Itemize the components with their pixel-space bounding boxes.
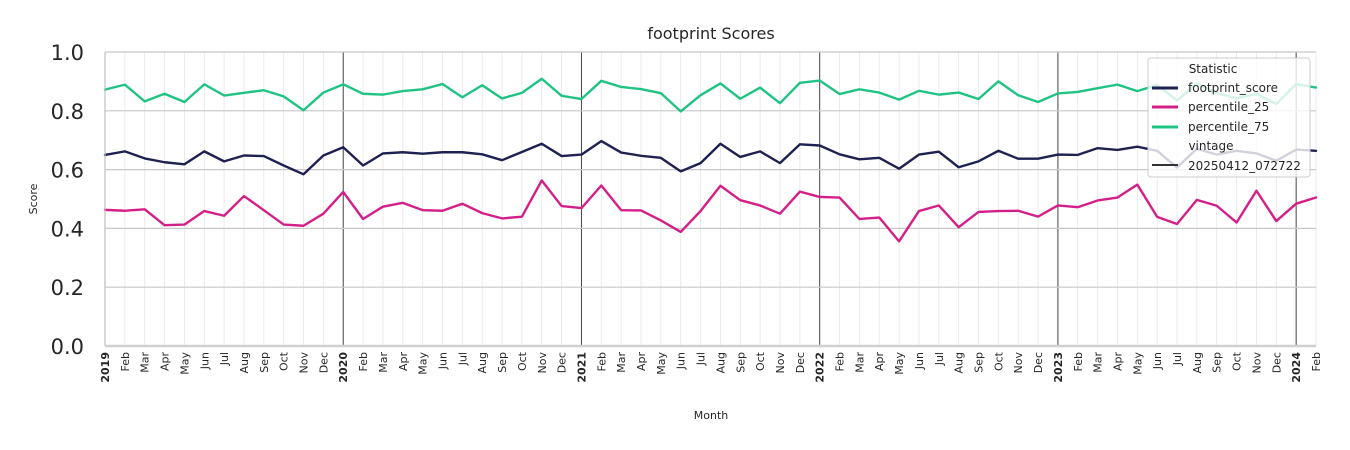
x-tick-label: Dec	[1032, 352, 1045, 373]
x-tick-label: Jun	[913, 352, 926, 370]
series-lines	[103, 77, 1318, 243]
x-tick-label: Aug	[1191, 352, 1204, 373]
x-tick-label: Dec	[1270, 352, 1283, 373]
legend: Statistic footprint_score percentile_25 …	[1147, 57, 1311, 178]
x-tick-label: Oct	[516, 351, 529, 371]
x-tick-label: 2020	[337, 352, 350, 383]
x-tick-label: Jul	[218, 352, 231, 366]
x-tick-label: Sep	[258, 352, 271, 373]
legend-box	[1147, 57, 1311, 178]
x-tick-label: Feb	[834, 352, 847, 371]
x-tick-label: Dec	[556, 352, 569, 373]
x-tick-label: Jul	[695, 352, 708, 366]
chart-title: footprint Scores	[647, 24, 774, 43]
legend-label-percentile-25: percentile_25	[1188, 100, 1269, 114]
x-tick-label: Jun	[198, 352, 211, 370]
x-tick-label: May	[655, 352, 668, 375]
x-tick-label: Aug	[953, 352, 966, 373]
legend-title: Statistic	[1189, 62, 1238, 76]
x-tick-label: Jul	[456, 352, 469, 366]
x-tick-label: Feb	[119, 352, 132, 371]
x-tick-label: Nov	[1012, 352, 1025, 374]
x-tick-label: Feb	[595, 352, 608, 371]
x-tick-label: Oct	[1231, 351, 1244, 371]
x-tick-label: Oct	[992, 351, 1005, 371]
x-tick-label: Mar	[1092, 352, 1105, 373]
x-tick-label: Sep	[973, 352, 986, 373]
x-tick-label: Apr	[159, 352, 172, 372]
x-tick-label: Sep	[496, 352, 509, 373]
axes: 2019 Feb Mar Apr May Jun Jul Aug Sep Oct Nov Dec 202…	[51, 41, 1323, 383]
x-tick-label: Feb	[1310, 352, 1323, 371]
x-tick-label: Apr	[635, 352, 648, 372]
x-tick-label: Jun	[1151, 352, 1164, 370]
legend-label-vintage: 20250412_072722	[1188, 159, 1301, 173]
x-tick-label: Aug	[476, 352, 489, 373]
x-tick-label: Jul	[1171, 352, 1184, 366]
x-axis-label: Month	[694, 409, 729, 422]
x-tick-label: 2019	[99, 352, 112, 383]
x-tick-label: May	[417, 352, 430, 375]
x-tick-label: Oct	[754, 351, 767, 371]
x-tick-label: Mar	[615, 352, 628, 373]
y-tick-label: 0.0	[51, 335, 84, 359]
x-tick-label: Dec	[317, 352, 330, 373]
x-tick-label: 2023	[1052, 352, 1065, 383]
x-tick-label: Mar	[377, 352, 390, 373]
y-tick-label: 0.6	[51, 159, 84, 183]
series-line-percentile-75	[103, 77, 1318, 113]
x-tick-label: Oct	[278, 351, 291, 371]
x-tick-label: Nov	[1250, 352, 1263, 374]
x-tick-label: Nov	[536, 352, 549, 374]
x-tick-label: Aug	[238, 352, 251, 373]
x-tick-label: Apr	[1111, 352, 1124, 372]
x-tick-label: Feb	[357, 352, 370, 371]
x-tick-label: 2024	[1290, 352, 1303, 383]
x-tick-label: Jun	[675, 352, 688, 370]
x-tick-label: May	[893, 352, 906, 375]
y-tick-label: 1.0	[51, 41, 84, 65]
x-tick-label: May	[178, 352, 191, 375]
legend-label-percentile-75: percentile_75	[1188, 120, 1269, 134]
x-tick-label: Dec	[794, 352, 807, 373]
x-tick-label: Nov	[298, 352, 311, 374]
x-tick-label: Apr	[397, 352, 410, 372]
x-tick-label: Mar	[139, 352, 152, 373]
x-tick-label: May	[1131, 352, 1144, 375]
x-tick-label: Nov	[774, 352, 787, 374]
x-tick-label: Sep	[1211, 352, 1224, 373]
x-tick-label: Apr	[873, 352, 886, 372]
y-tick-label: 0.8	[51, 100, 84, 124]
x-tick-label: Aug	[714, 352, 727, 373]
x-tick-label: Jun	[436, 352, 449, 370]
y-tick-label: 0.4	[51, 217, 84, 241]
x-tick-label: Feb	[1072, 352, 1085, 371]
x-tick-label: Jul	[933, 352, 946, 366]
legend-label-footprint-score: footprint_score	[1188, 81, 1278, 95]
y-axis-label: Score	[27, 183, 40, 214]
x-tick-label: Mar	[853, 352, 866, 373]
x-tick-label: 2022	[814, 352, 827, 383]
series-line-percentile-25	[103, 179, 1318, 243]
legend-subtitle: vintage	[1188, 139, 1233, 153]
series-line-footprint-score	[103, 139, 1318, 176]
x-tick-label: 2021	[575, 352, 588, 383]
x-tick-label: Sep	[734, 352, 747, 373]
y-tick-label: 0.2	[51, 276, 84, 300]
